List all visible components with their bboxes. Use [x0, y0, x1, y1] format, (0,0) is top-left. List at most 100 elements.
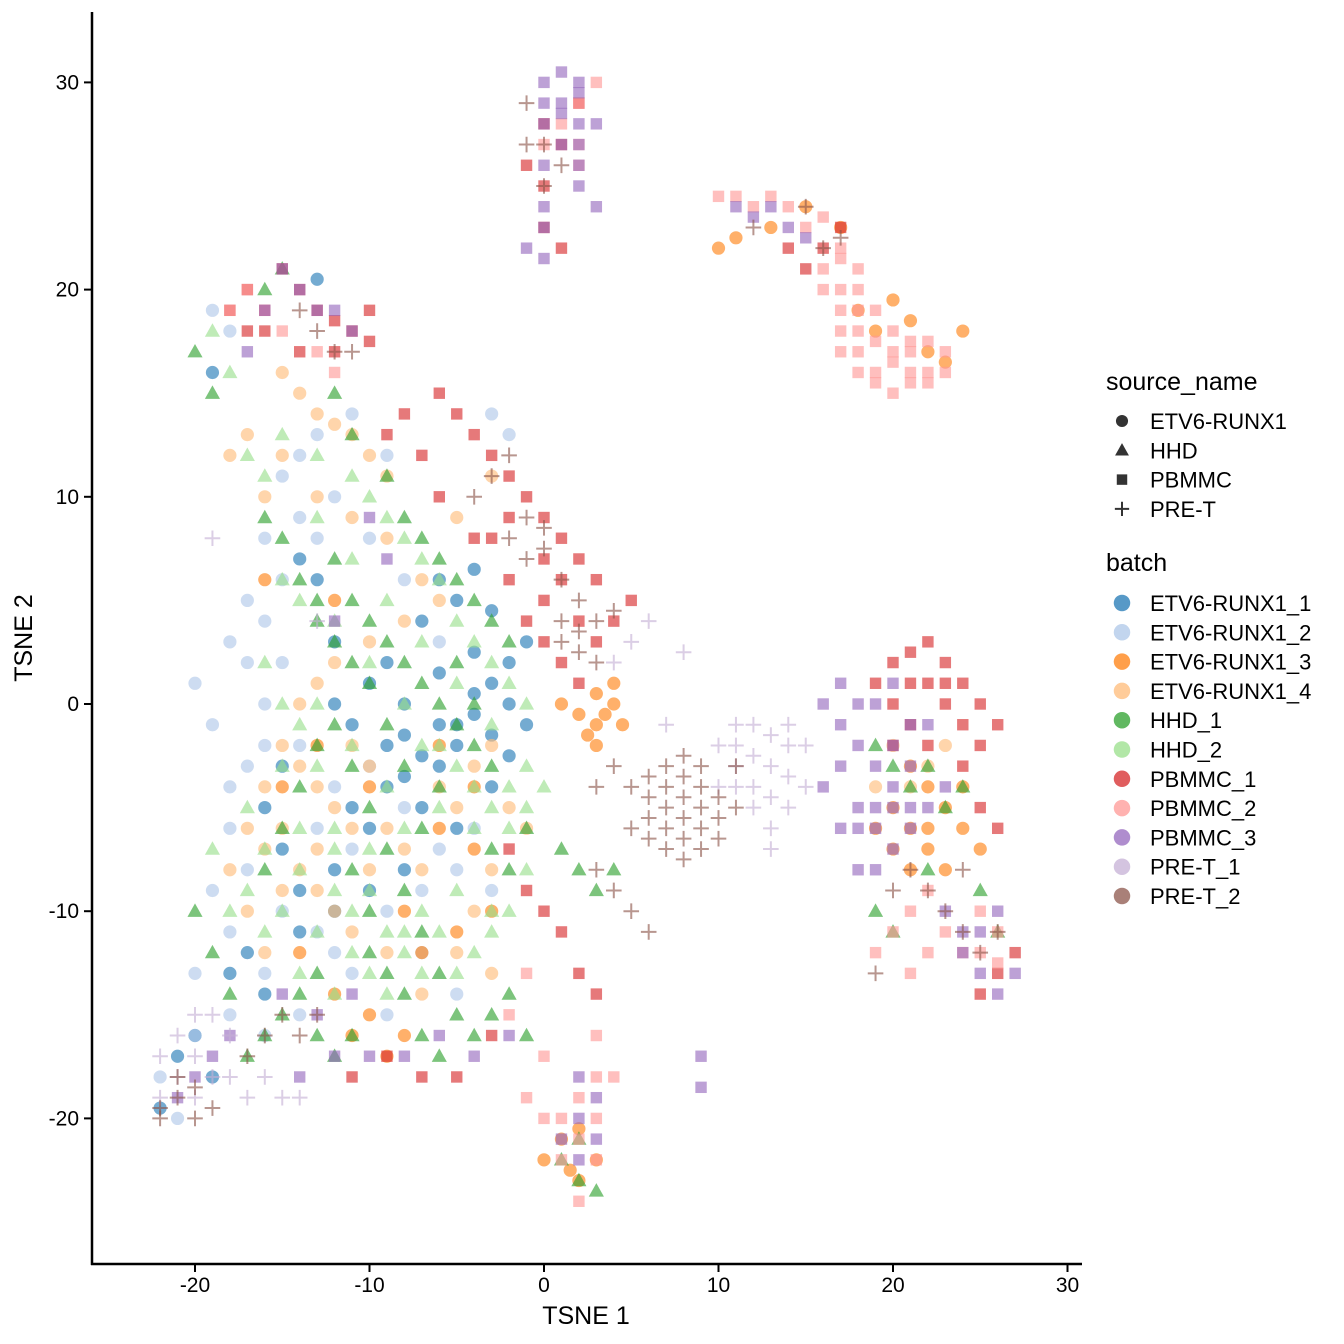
data-point: [640, 789, 657, 806]
data-point: [274, 530, 290, 544]
data-point: [728, 758, 744, 774]
data-point: [206, 1050, 219, 1062]
data-point: [974, 926, 986, 938]
data-point: [834, 325, 847, 337]
data-point: [590, 1112, 603, 1125]
data-point: [432, 666, 446, 680]
data-point: [169, 1027, 186, 1044]
data-point: [536, 520, 552, 536]
data-point: [747, 211, 760, 223]
data-point: [310, 531, 324, 545]
data-point: [344, 1027, 360, 1042]
y-tick-label: -20: [49, 1107, 79, 1130]
data-point: [223, 966, 237, 980]
data-point: [258, 697, 272, 711]
data-point: [571, 1172, 587, 1187]
data-point: [485, 1029, 498, 1042]
data-point: [867, 903, 884, 917]
data-point: [450, 801, 464, 815]
data-point: [502, 697, 516, 711]
data-point: [346, 325, 358, 337]
data-point: [623, 634, 640, 650]
data-point: [728, 799, 744, 816]
data-point: [606, 758, 622, 774]
data-point: [939, 926, 952, 938]
data-point: [658, 799, 674, 816]
y-tick-label: -10: [49, 900, 79, 923]
data-point: [520, 242, 533, 254]
data-point: [658, 758, 674, 774]
data-point: [468, 1050, 480, 1062]
data-point: [328, 801, 342, 815]
data-point: [730, 190, 742, 203]
data-point: [887, 739, 899, 752]
data-point: [869, 864, 882, 876]
data-point: [346, 988, 358, 1000]
legend-key-circle: [1113, 711, 1131, 729]
data-point: [728, 779, 744, 795]
data-point: [450, 821, 464, 835]
data-point: [258, 531, 272, 545]
data-point: [241, 283, 254, 296]
data-point: [327, 385, 343, 399]
data-point: [309, 737, 325, 752]
data-point: [538, 159, 550, 171]
data-point: [292, 965, 308, 980]
data-point: [292, 716, 308, 731]
data-point: [538, 221, 550, 234]
data-point: [449, 965, 465, 980]
data-point: [852, 325, 864, 337]
data-point: [553, 157, 570, 174]
data-point: [921, 842, 935, 856]
data-point: [904, 967, 917, 980]
data-point: [467, 562, 481, 576]
data-point: [380, 821, 394, 835]
data-point: [992, 967, 1004, 980]
data-point: [379, 986, 395, 1000]
data-point: [467, 645, 481, 659]
data-point: [589, 687, 603, 701]
data-point: [187, 1110, 203, 1127]
data-point: [415, 883, 429, 898]
data-point: [974, 988, 986, 1000]
data-point: [538, 252, 550, 265]
color-legend-label: ETV6-RUNX1_1: [1150, 591, 1311, 616]
data-point: [275, 469, 289, 483]
shape-legend-label: ETV6-RUNX1: [1150, 409, 1287, 434]
data-point: [345, 821, 359, 835]
data-point: [606, 602, 622, 619]
data-point: [555, 1154, 568, 1166]
data-point: [852, 263, 864, 275]
data-point: [222, 986, 238, 1000]
data-point: [573, 615, 585, 627]
data-point: [538, 511, 550, 524]
data-point: [520, 491, 533, 503]
data-point: [658, 820, 674, 837]
data-point: [415, 987, 429, 1001]
data-point: [414, 1027, 430, 1042]
data-point: [503, 573, 515, 586]
data-point: [466, 820, 482, 834]
data-point: [974, 801, 986, 814]
data-point: [502, 428, 516, 442]
data-point: [363, 335, 376, 348]
data-point: [485, 966, 499, 980]
data-point: [309, 1027, 325, 1042]
data-point: [852, 739, 864, 752]
data-point: [571, 623, 587, 640]
data-point: [728, 716, 744, 733]
data-point: [379, 592, 395, 607]
data-point: [834, 304, 847, 317]
data-point: [710, 737, 727, 754]
data-point: [520, 884, 533, 897]
data-point: [379, 716, 395, 731]
data-point: [449, 654, 465, 669]
data-point: [293, 925, 307, 939]
data-point: [362, 448, 377, 462]
data-point: [291, 302, 308, 319]
color-legend-items: ETV6-RUNX1_1 ETV6-RUNX1_2 ETV6-RUNX1_3 ETV6…: [1113, 591, 1311, 909]
data-point: [379, 924, 395, 938]
data-point: [904, 822, 917, 835]
series-etv6-runx1_3: [258, 200, 987, 1188]
data-point: [623, 779, 640, 795]
